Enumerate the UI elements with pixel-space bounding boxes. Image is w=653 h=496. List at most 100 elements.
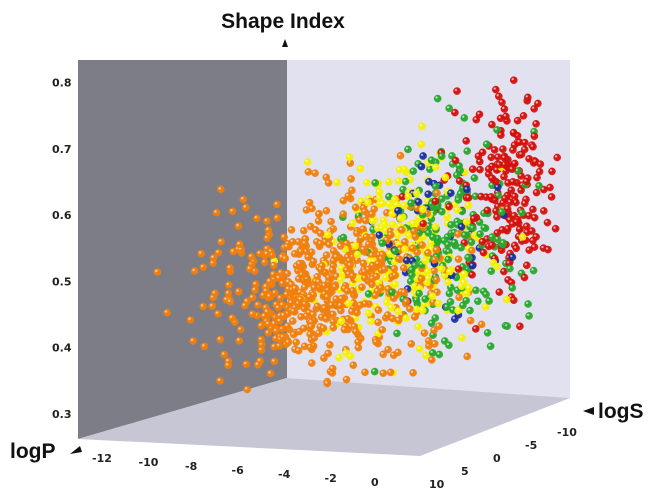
- data-point-orange: [327, 217, 335, 226]
- data-point-orange: [311, 169, 319, 177]
- data-point-red: [477, 192, 485, 201]
- data-point-yellow: [457, 282, 466, 291]
- data-point-orange: [390, 264, 399, 273]
- data-point-orange: [328, 266, 337, 274]
- data-point-orange: [368, 261, 377, 270]
- y-tick-label: 0: [493, 452, 501, 465]
- data-point-orange: [326, 341, 334, 349]
- data-point-red: [529, 205, 537, 214]
- z-tick-label: 0.4: [52, 342, 72, 355]
- data-point-green: [445, 104, 454, 113]
- data-point-orange: [432, 275, 441, 284]
- data-point-blue: [424, 190, 433, 198]
- data-point-red: [478, 237, 487, 246]
- data-point-orange: [348, 272, 357, 280]
- data-point-yellow: [437, 265, 446, 273]
- data-point-orange: [214, 248, 223, 257]
- data-point-blue: [447, 189, 455, 197]
- data-point-red: [530, 243, 539, 251]
- data-point-orange: [216, 376, 224, 385]
- data-point-red: [512, 218, 521, 226]
- data-point-green: [433, 94, 442, 103]
- data-point-orange: [386, 368, 395, 377]
- data-point-red: [488, 241, 496, 249]
- data-point-orange: [305, 293, 314, 301]
- data-point-orange: [214, 309, 222, 318]
- data-point-green: [467, 238, 476, 246]
- data-point-green: [409, 167, 418, 175]
- data-point-yellow: [337, 275, 345, 284]
- data-point-orange: [264, 329, 273, 337]
- data-point-orange: [336, 301, 345, 310]
- data-point-blue: [425, 177, 433, 186]
- data-point-red: [530, 105, 539, 113]
- x-tick-label: -4: [278, 468, 291, 481]
- data-point-orange: [316, 229, 325, 238]
- data-point-red: [455, 177, 464, 185]
- data-point-orange: [287, 225, 296, 234]
- data-point-orange: [339, 196, 348, 205]
- data-point-orange: [400, 288, 408, 297]
- data-point-orange: [386, 230, 395, 239]
- data-point-orange: [216, 335, 224, 344]
- data-point-red: [532, 232, 540, 241]
- data-point-orange: [323, 293, 332, 301]
- data-point-orange: [374, 306, 383, 314]
- data-point-red: [532, 188, 541, 197]
- data-point-orange: [309, 257, 318, 266]
- data-point-orange: [190, 267, 199, 275]
- data-point-red: [530, 132, 539, 140]
- data-point-orange: [347, 175, 355, 183]
- data-point-green: [469, 224, 477, 232]
- data-point-green: [499, 239, 508, 247]
- data-point-orange: [292, 338, 301, 347]
- data-point-green: [446, 298, 455, 306]
- data-point-red: [468, 270, 476, 279]
- data-point-green: [371, 179, 380, 187]
- data-point-orange: [270, 357, 279, 366]
- data-point-red: [530, 213, 539, 222]
- data-point-green: [415, 289, 423, 298]
- data-point-red: [495, 160, 504, 169]
- data-point-green: [421, 295, 430, 303]
- data-point-yellow: [342, 349, 351, 357]
- data-point-green: [486, 342, 495, 351]
- data-point-orange: [208, 302, 217, 311]
- x-tick-label: -12: [92, 452, 112, 465]
- data-point-red: [488, 174, 496, 182]
- data-point-blue: [414, 198, 423, 206]
- data-point-red: [495, 288, 504, 296]
- data-point-red: [462, 137, 471, 145]
- data-point-orange: [325, 240, 334, 249]
- data-point-orange: [304, 253, 313, 261]
- data-point-red: [513, 116, 522, 125]
- data-point-green: [487, 267, 496, 276]
- data-point-orange: [283, 242, 291, 251]
- data-point-orange: [306, 222, 315, 231]
- data-point-orange: [243, 385, 251, 394]
- data-point-green: [435, 350, 444, 359]
- data-point-red: [500, 154, 509, 162]
- data-point-green: [437, 195, 446, 203]
- data-point-orange: [229, 247, 238, 256]
- data-point-orange: [211, 289, 219, 298]
- data-point-orange: [402, 297, 411, 306]
- data-point-red: [493, 213, 501, 221]
- data-point-orange: [283, 269, 292, 278]
- data-point-yellow: [409, 219, 418, 228]
- data-point-yellow: [423, 267, 432, 276]
- data-point-orange: [339, 210, 348, 218]
- data-point-green: [412, 296, 421, 305]
- data-point-red: [487, 153, 496, 162]
- data-point-orange: [226, 264, 234, 272]
- data-point-orange: [298, 270, 306, 279]
- data-point-blue: [417, 162, 426, 171]
- data-point-orange: [408, 244, 417, 253]
- data-point-red: [483, 206, 492, 215]
- data-point-orange: [323, 379, 332, 388]
- data-point-green: [431, 314, 440, 322]
- data-point-orange: [410, 313, 419, 321]
- data-point-orange: [266, 369, 275, 378]
- data-point-green: [444, 255, 453, 264]
- data-point-orange: [324, 273, 333, 282]
